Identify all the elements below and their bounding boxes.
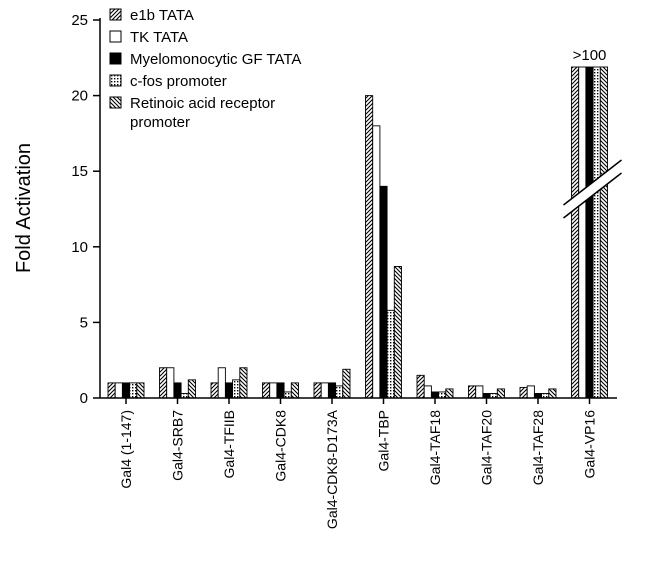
x-category-label: Gal4-TAF20 — [479, 410, 495, 485]
y-tick-label: 0 — [80, 390, 88, 407]
legend-swatch — [109, 52, 122, 65]
y-tick-label: 20 — [71, 88, 88, 105]
bar-gal4-vp16-s2 — [578, 66, 587, 399]
bar-gal4-tfiib-s5 — [239, 367, 248, 399]
legend-label-line: Myelomonocytic GF TATA — [130, 51, 301, 68]
legend-swatch — [109, 96, 122, 109]
bar-gal4-1-147--s4 — [129, 382, 138, 399]
bar-gal4-taf28-s2 — [526, 385, 535, 399]
y-axis-label: Fold Activation — [13, 143, 35, 273]
bar-gal4-taf18-s3 — [430, 391, 440, 399]
x-category-label: Gal4-SRB7 — [170, 410, 186, 481]
axis-break-line — [563, 159, 622, 206]
y-tick-label: 15 — [71, 163, 88, 180]
legend-label: e1b TATA — [130, 7, 194, 24]
bar-gal4-vp16-s5 — [599, 66, 608, 399]
bar-gal4-vp16-s4 — [592, 66, 601, 399]
x-category-label: Gal4-CDK8 — [273, 410, 289, 482]
bar-gal4-taf18-s4 — [438, 391, 447, 399]
bar-gal4-taf28-s5 — [548, 388, 557, 399]
x-category-label: Gal4-VP16 — [582, 410, 598, 479]
legend-swatch — [109, 8, 122, 21]
legend-label: TK TATA — [130, 29, 188, 46]
bar-gal4-taf18-s5 — [445, 388, 454, 399]
x-category-label: Gal4-CDK8-D173A — [324, 409, 340, 529]
axis-break-gap — [563, 160, 622, 218]
legend-label-line: e1b TATA — [130, 7, 194, 24]
bar-gal4-taf18-s1 — [416, 374, 425, 399]
legend-swatch — [109, 74, 122, 87]
bar-gal4-cdk8-s4 — [283, 391, 292, 399]
legend-label: c-fos promoter — [130, 73, 227, 90]
bar-gal4-taf20-s5 — [496, 388, 505, 399]
bar-gal4-tbp-s2 — [372, 125, 381, 399]
bar-gal4-cdk8-d173a-s5 — [342, 368, 351, 399]
x-category-label: Gal4-TFIIB — [221, 410, 237, 478]
bar-gal4-tbp-s1 — [365, 95, 374, 399]
bar-gal4-cdk8-s5 — [290, 382, 299, 399]
bar-gal4-cdk8-d173a-s4 — [335, 385, 344, 399]
bar-gal4-taf20-s1 — [468, 385, 477, 399]
y-tick-label: 10 — [71, 239, 88, 256]
bar-gal4-cdk8-d173a-s3 — [327, 382, 337, 399]
legend-label-line: TK TATA — [130, 29, 188, 46]
bar-gal4-1-147--s5 — [136, 382, 145, 399]
legend: e1b TATA TK TATA Myelomonocytic GF TATA c-f… — [109, 7, 301, 131]
bar-gal4-vp16-s3 — [585, 66, 594, 399]
bar-gal4-srb7-s5 — [187, 379, 196, 399]
bar-gal4-tbp-s4 — [386, 309, 395, 399]
y-axis: 0 5 10 15 20 25 — [71, 12, 101, 407]
legend-swatch — [109, 30, 122, 43]
bar-gal4-tbp-s5 — [393, 266, 402, 399]
bar-gal4-1-147--s3 — [121, 382, 131, 399]
x-axis: Gal4 (1-147) Gal4-SRB7 Gal4-TFIIB Gal4-CDK8… — [100, 397, 617, 529]
y-tick-label: 5 — [80, 314, 88, 331]
axis-break-line — [563, 172, 622, 219]
bar-gal4-tbp-s3 — [379, 185, 388, 399]
x-category-label: Gal4 (1-147) — [118, 410, 134, 489]
x-category-label: Gal4-TBP — [376, 410, 392, 471]
bar-gal4-1-147--s1 — [107, 382, 116, 399]
axis-break-overlay — [563, 159, 622, 219]
legend-label-line: Retinoic acid receptor — [130, 95, 275, 112]
bar-gal4-cdk8-s3 — [276, 382, 285, 399]
bar-gal4-cdk8-d173a-s1 — [313, 382, 322, 399]
bar-gal4-taf20-s2 — [475, 385, 484, 399]
bar-gal4-cdk8-s1 — [262, 382, 271, 399]
bar-gal4-srb7-s3 — [173, 382, 182, 399]
legend-label: Retinoic acid receptor promoter — [130, 95, 275, 131]
legend-label-line: c-fos promoter — [130, 73, 227, 90]
bar-gal4-tfiib-s1 — [210, 382, 219, 399]
legend-label: Myelomonocytic GF TATA — [130, 51, 301, 68]
bar-gal4-tfiib-s2 — [217, 367, 226, 399]
x-category-label: Gal4-TAF28 — [530, 410, 546, 485]
overflow-annotation: >100 — [573, 47, 607, 64]
bar-gal4-cdk8-s2 — [269, 382, 278, 399]
bar-gal4-tfiib-s3 — [224, 382, 234, 399]
bar-gal4-1-147--s2 — [114, 382, 123, 399]
bar-gal4-taf28-s1 — [519, 386, 528, 399]
y-tick-label: 25 — [71, 12, 88, 29]
bar-gal4-cdk8-d173a-s2 — [320, 382, 329, 399]
bar-gal4-tfiib-s4 — [232, 379, 241, 399]
legend-label-line: promoter — [130, 114, 190, 131]
bar-gal4-srb7-s1 — [159, 367, 168, 399]
bar-gal4-vp16-s1 — [571, 66, 580, 399]
bar-gal4-taf18-s2 — [423, 385, 432, 399]
bar-gal4-srb7-s2 — [166, 367, 175, 399]
x-category-label: Gal4-TAF18 — [427, 410, 443, 485]
